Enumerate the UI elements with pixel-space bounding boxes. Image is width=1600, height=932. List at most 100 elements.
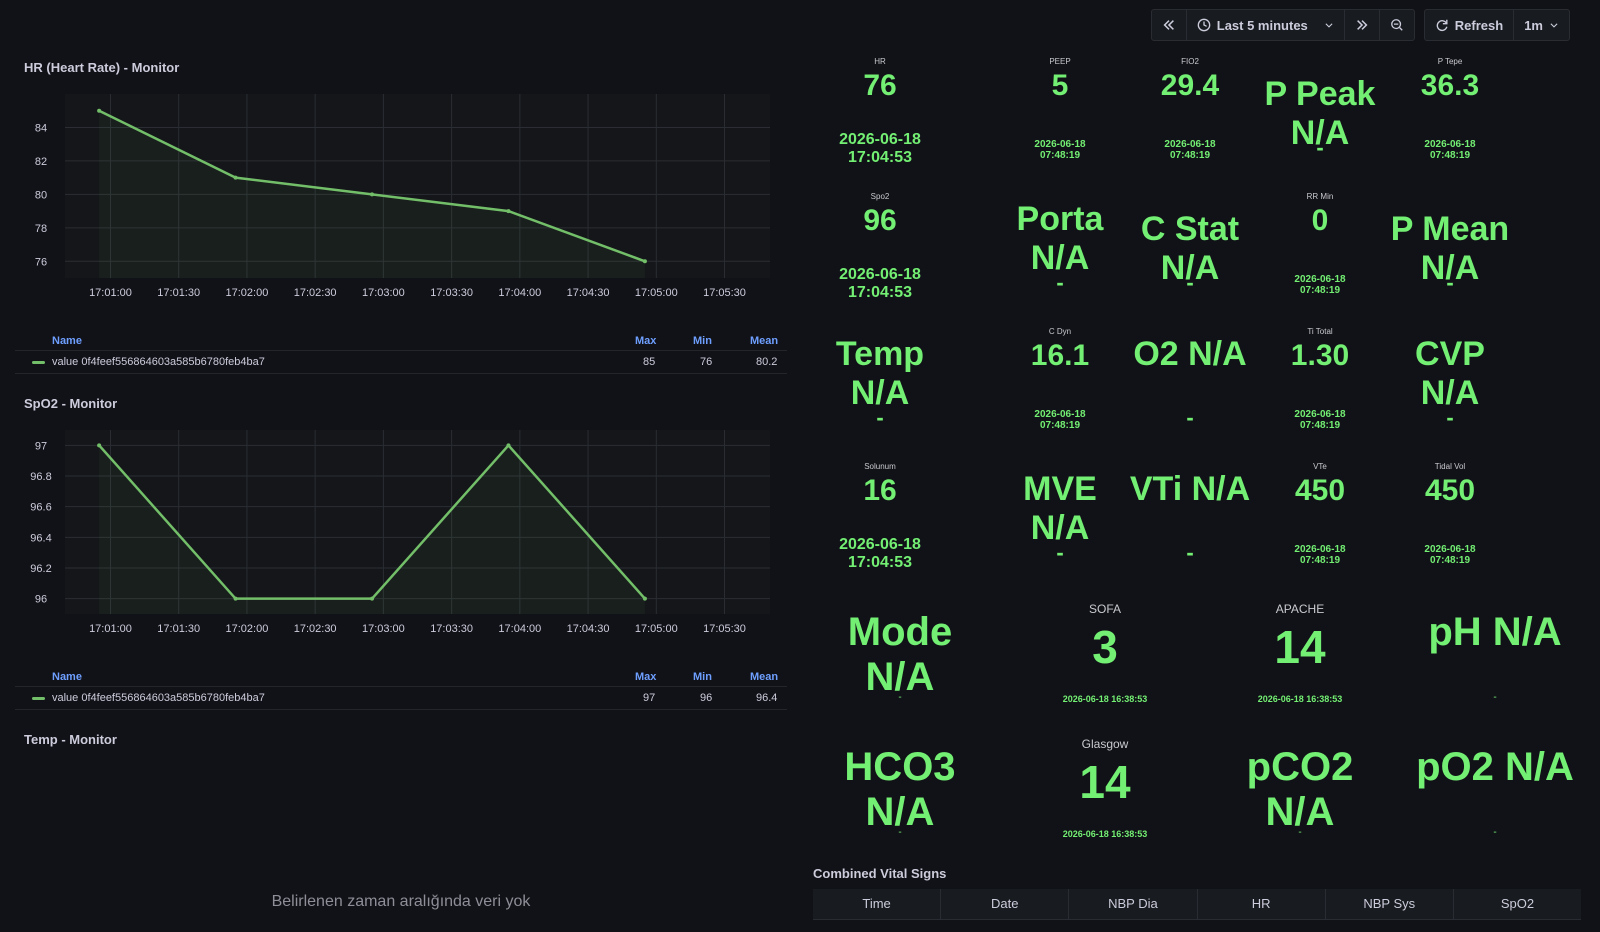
stat-label: HR	[874, 57, 886, 66]
stat-timestamp: -	[1493, 827, 1497, 838]
x-tick-label: 17:02:00	[226, 287, 269, 299]
x-tick-label: 17:01:30	[157, 623, 200, 635]
stat-mve[interactable]: MVE N/A -	[995, 460, 1125, 590]
stat-hco3[interactable]: HCO3 N/A -	[815, 727, 985, 857]
stat-peep[interactable]: PEEP 5 2026-06-18 07:48:19	[995, 55, 1125, 185]
stat-value: CVP N/A	[1415, 335, 1485, 412]
shift-forward-button[interactable]	[1345, 10, 1380, 40]
stat-label: SOFA	[1088, 602, 1121, 616]
stat-c-dyn[interactable]: C Dyn 16.1 2026-06-18 07:48:19	[995, 325, 1125, 455]
stat-mode[interactable]: Mode N/A -	[815, 592, 985, 722]
data-point[interactable]	[370, 596, 375, 601]
column-header-nbp-dia[interactable]: NBP Dia	[1069, 889, 1198, 919]
y-tick-label: 76	[35, 256, 47, 268]
refresh-interval-picker[interactable]: 1m	[1514, 10, 1569, 40]
stat-value: 76	[863, 69, 897, 102]
stat-pco2[interactable]: pCO2 N/A -	[1215, 727, 1385, 857]
stat-label: Solunum	[864, 462, 896, 471]
stat-value: P Mean N/A	[1390, 210, 1510, 287]
legend-row[interactable]: value 0f4feef556864603a585b6780feb4ba7 9…	[15, 686, 787, 710]
legend-min-header[interactable]: Min	[693, 671, 712, 683]
legend-mean-value: 96.4	[756, 692, 778, 704]
stat-label: VTe	[1313, 462, 1327, 471]
zoom-out-icon	[1390, 19, 1403, 31]
temp-monitor-panel: Temp - Monitor	[15, 724, 787, 924]
refresh-label: Refresh	[1454, 17, 1504, 33]
stat-cvp[interactable]: CVP N/A -	[1385, 325, 1515, 455]
column-header-time[interactable]: Time	[813, 889, 942, 919]
stat-p-mean[interactable]: P Mean N/A -	[1385, 190, 1515, 320]
x-tick-label: 17:01:00	[89, 287, 132, 299]
stat-value: 29.4	[1160, 69, 1220, 102]
stat-label: Glasgow	[1081, 737, 1129, 751]
legend-max-header[interactable]: Max	[635, 335, 657, 347]
data-point[interactable]	[506, 443, 511, 448]
series-area-fill	[99, 445, 645, 614]
stat-value: 96	[863, 204, 897, 237]
hr-line-chart[interactable]: 17:01:00 17:01:30 17:02:00 17:02:30 17:03:00…	[15, 90, 787, 330]
stat-value: O2 N/A	[1133, 335, 1247, 373]
stat-porta[interactable]: Porta N/A -	[995, 190, 1125, 320]
stat-vte[interactable]: VTe 450 2026-06-18 07:48:19	[1255, 460, 1385, 590]
legend-row[interactable]: value 0f4feef556864603a585b6780feb4ba7 8…	[15, 350, 787, 374]
legend-series[interactable]: value 0f4feef556864603a585b6780feb4ba7	[32, 692, 265, 704]
data-point[interactable]	[97, 443, 102, 448]
legend-mean-header[interactable]: Mean	[750, 335, 779, 347]
shift-back-button[interactable]	[1152, 10, 1187, 40]
stat-temp[interactable]: Temp N/A -	[815, 325, 945, 455]
stat-label: C Dyn	[1048, 327, 1072, 336]
stat-value: Porta N/A	[1016, 200, 1104, 277]
stat-sofa[interactable]: SOFA 3 2026-06-18 16:38:53	[1020, 592, 1190, 722]
stat-timestamp: 2026-06-18 07:48:19	[1294, 409, 1346, 431]
clock-icon	[1197, 18, 1211, 32]
data-point[interactable]	[97, 108, 102, 113]
legend-name-header[interactable]: Name	[52, 671, 82, 683]
stat-timestamp: 2026-06-18 07:48:19	[1034, 409, 1086, 431]
legend-series[interactable]: value 0f4feef556864603a585b6780feb4ba7	[32, 356, 265, 368]
data-point[interactable]	[233, 175, 238, 180]
y-tick-label: 96.8	[30, 471, 51, 483]
x-tick-label: 17:05:00	[635, 287, 678, 299]
stat-vti[interactable]: VTi N/A -	[1125, 460, 1255, 590]
column-header-spo2[interactable]: SpO2	[1500, 896, 1535, 911]
time-range-picker[interactable]: Last 5 minutes	[1187, 10, 1345, 40]
legend-max-header[interactable]: Max	[635, 671, 657, 683]
data-point[interactable]	[642, 596, 647, 601]
stat-ph[interactable]: pH N/A -	[1410, 592, 1580, 722]
legend-name-header[interactable]: Name	[52, 335, 82, 347]
data-point[interactable]	[370, 192, 375, 197]
legend-header: Name Max Min Mean	[15, 671, 787, 685]
data-point[interactable]	[642, 259, 647, 264]
legend-min-header[interactable]: Min	[693, 335, 712, 347]
column-header-nbp-sys[interactable]: NBP Sys	[1326, 889, 1454, 919]
data-point[interactable]	[506, 209, 511, 214]
series-color-swatch	[32, 360, 45, 364]
x-tick-label: 17:01:00	[89, 623, 132, 635]
stat-glasgow[interactable]: Glasgow 14 2026-06-18 16:38:53	[1020, 727, 1190, 857]
stat-o2[interactable]: O2 N/A -	[1125, 325, 1255, 455]
stat-p-tepe[interactable]: P Tepe 36.3 2026-06-18 07:48:19	[1385, 55, 1515, 185]
refresh-button[interactable]: Refresh	[1425, 10, 1515, 40]
stat-po2[interactable]: pO2 N/A -	[1410, 727, 1580, 857]
stat-c-stat[interactable]: C Stat N/A -	[1125, 190, 1255, 320]
y-tick-label: 80	[35, 189, 47, 201]
stat-hr[interactable]: HR 76 2026-06-18 17:04:53	[815, 55, 945, 185]
legend-mean-header[interactable]: Mean	[750, 671, 779, 683]
stat-spo2[interactable]: Spo2 96 2026-06-18 17:04:53	[815, 190, 945, 320]
stat-fio2[interactable]: FIO2 29.4 2026-06-18 07:48:19	[1125, 55, 1255, 185]
stat-apache[interactable]: APACHE 14 2026-06-18 16:38:53	[1215, 592, 1385, 722]
legend-max-value: 85	[643, 356, 656, 368]
stat-solunum[interactable]: Solunum 16 2026-06-18 17:04:53	[815, 460, 945, 590]
stat-ti-total[interactable]: Ti Total 1.30 2026-06-18 07:48:19	[1255, 325, 1385, 455]
column-header-date[interactable]: Date	[941, 889, 1070, 919]
stat-rr-min[interactable]: RR Min 0 2026-06-18 07:48:19	[1255, 190, 1385, 320]
spo2-line-chart[interactable]: 17:01:00 17:01:30 17:02:00 17:02:30 17:03:00…	[15, 426, 787, 666]
zoom-out-button[interactable]	[1380, 10, 1414, 40]
stat-tidal-vol[interactable]: Tidal Vol 450 2026-06-18 07:48:19	[1385, 460, 1515, 590]
column-header-hr[interactable]: HR	[1198, 889, 1326, 919]
time-picker-group: Last 5 minutes	[1150, 9, 1415, 41]
stat-value: MVE N/A	[1023, 470, 1097, 547]
panel-title: HR (Heart Rate) - Monitor	[24, 60, 180, 75]
data-point[interactable]	[233, 596, 238, 601]
stat-p-peak[interactable]: P Peak N/A -	[1255, 55, 1385, 185]
